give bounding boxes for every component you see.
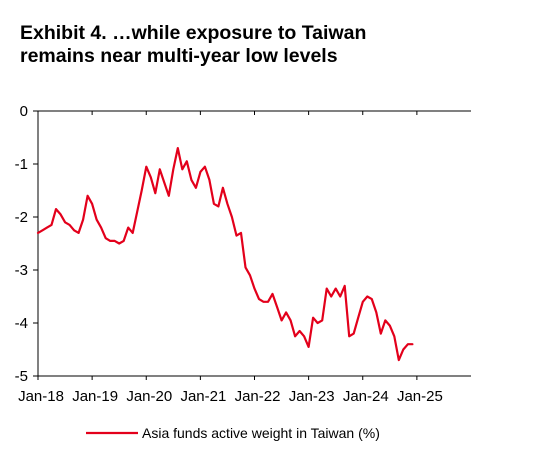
chart-title: Exhibit 4. …while exposure to Taiwan rem… <box>20 22 530 68</box>
chart-axes <box>37 110 471 377</box>
x-tick-label: Jan-20 <box>126 388 172 405</box>
x-tick-label: Jan-21 <box>180 388 226 405</box>
y-tick-label: -4 <box>15 315 28 332</box>
chart-ticks: 0 -1 -2 -3 -4 -5 Jan-18 Jan-19 Jan-20 Jan-21 Jan-2… <box>15 103 443 405</box>
legend-label: Asia funds active weight in Taiwan (%) <box>142 425 380 441</box>
x-tick-label: Jan-25 <box>397 388 443 405</box>
x-tick-label: Jan-18 <box>18 388 64 405</box>
chart-title-line-2: remains near multi-year low levels <box>20 45 338 67</box>
chart-title-line-1: Exhibit 4. …while exposure to Taiwan <box>20 22 367 44</box>
x-tick-label: Jan-19 <box>72 388 118 405</box>
y-tick-label: -5 <box>15 368 28 385</box>
y-tick-label: 0 <box>20 103 28 120</box>
x-tick-label: Jan-22 <box>235 388 281 405</box>
chart-legend: Asia funds active weight in Taiwan (%) <box>86 425 380 441</box>
x-tick-label: Jan-23 <box>289 388 335 405</box>
series-line <box>36 147 414 362</box>
series-layer <box>36 147 414 362</box>
y-tick-label: -3 <box>15 262 28 279</box>
y-tick-label: -2 <box>15 209 28 226</box>
y-tick-label: -1 <box>15 156 28 173</box>
x-tick-label: Jan-24 <box>343 388 389 405</box>
